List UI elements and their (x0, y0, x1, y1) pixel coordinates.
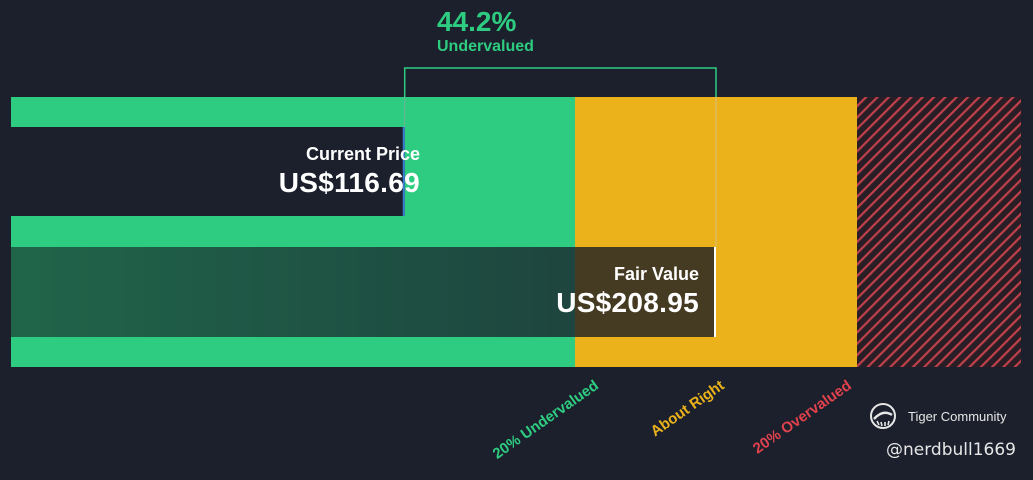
brand-name: Tiger Community (908, 408, 1007, 424)
zone-band-overvalued (857, 97, 1021, 367)
fair-value-caption: Fair Value (613, 264, 699, 284)
tiger-logo-icon (870, 403, 896, 429)
discount-bracket (403, 67, 717, 97)
current-price-label: Current Price US$116.69 (200, 142, 420, 200)
fair-value-label: Fair Value US$208.95 (478, 262, 699, 320)
current-price-bar (11, 127, 405, 216)
current-price-marker (402, 127, 405, 216)
headline: 44.2% Undervalued (437, 6, 534, 56)
current-price-value: US$116.69 (278, 167, 420, 198)
headline-label: Undervalued (437, 38, 534, 55)
current-price-caption: Current Price (305, 144, 420, 164)
brand: Tiger Community (866, 401, 1006, 431)
fair-value-value: US$208.95 (556, 287, 699, 318)
fair-value-marker (714, 247, 716, 337)
headline-percent: 44.2% (437, 6, 517, 37)
fair-value-bar-overlap (575, 247, 716, 337)
user-handle: @nerdbull1669 (886, 440, 1016, 460)
